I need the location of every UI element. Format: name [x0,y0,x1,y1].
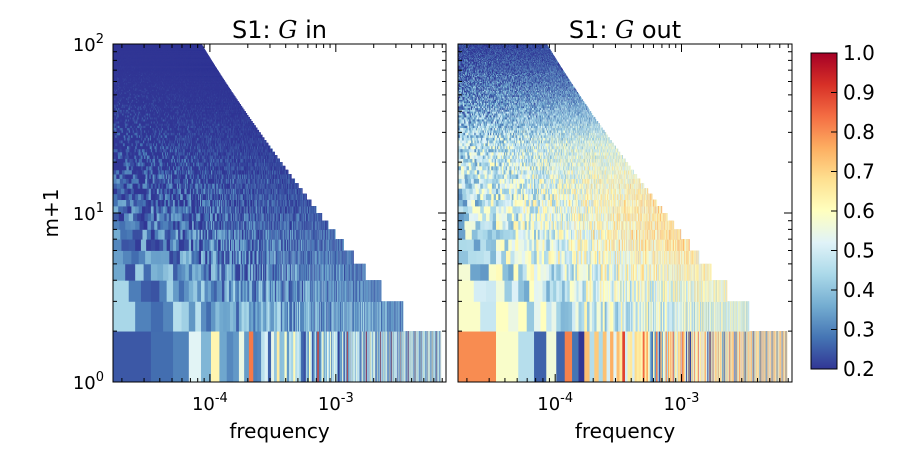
heatmap-cell [184,280,189,302]
heatmap-cell [113,331,151,382]
heatmap-cell [236,301,239,331]
heatmap-cell [113,280,129,302]
heatmap-cell [197,280,201,302]
heatmap-cell [274,331,277,382]
heatmap-cell [284,331,287,382]
heatmap-cell [208,280,212,302]
heatmap-cell [247,301,250,331]
heatmap-cell [189,301,196,331]
heatmap-cell [206,301,211,331]
heatmap-cell [244,301,247,331]
heatmap-cell [441,331,442,382]
heatmap-cell [219,301,223,331]
heatmap-cell [211,301,216,331]
heatmap-cell [227,301,231,331]
heatmap-cell [227,331,234,382]
heatmap-cell [239,331,245,382]
heatmap-cell [193,280,197,302]
heatmap-cells-g-in [113,44,441,382]
heatmap-cell [135,301,151,331]
heatmap-cell [261,331,265,382]
panel-title-g-in: S1: G in [232,16,327,44]
heatmap-cell [211,331,220,382]
heatmap-cell [151,331,174,382]
heatmap-cell [189,331,202,382]
heatmap-cell [222,280,225,302]
heatmap-cell [219,280,222,302]
heatmap-cell [195,301,201,331]
heatmap-cell [113,301,136,331]
heatmap-cell [239,301,242,331]
heatmap-cell [257,331,261,382]
heatmap-cell [277,331,280,382]
heatmap-cell [282,331,285,382]
heatmap-cell [233,301,236,331]
heatmap-cell [230,301,234,331]
heatmap-cell [163,301,173,331]
heatmap-cell [279,331,282,382]
heatmap-cell [219,331,227,382]
heatmap-cell [224,280,227,302]
heatmap-cell [271,331,274,382]
heatmap-cell [173,331,189,382]
heatmap-cell [151,280,160,302]
heatmap-cell [173,280,179,302]
heatmap-cell [403,301,404,331]
heatmap-cell [233,331,239,382]
heatmap-cell [244,331,249,382]
heatmap-cell [129,280,142,302]
heatmap-cell [214,280,217,302]
heatmap-cell [215,301,219,331]
heatmap-cell [201,301,207,331]
figure: S1: G in 10-4 10-3 100101102 frequency m+… [0,0,900,450]
heatmap-cell [167,280,174,302]
heatmap-cell [217,280,220,302]
heatmap-cell [182,301,190,331]
heatmap-cell [249,331,254,382]
heatmap-cell [211,280,214,302]
heatmap-cell [242,301,245,331]
heatmap-cell [159,280,167,302]
heatmap-cell [173,301,182,331]
heatmap-cell [201,280,205,302]
heatmap-cell [253,331,257,382]
heatmap-cell [151,301,164,331]
heatmap-cell [141,280,151,302]
heatmap-cell [179,280,185,302]
heatmap-cell [265,331,269,382]
heatmap-cell [268,331,272,382]
heatmap-cell [223,301,227,331]
heatmap-cell [205,280,209,302]
heatmap-cell [189,280,194,302]
